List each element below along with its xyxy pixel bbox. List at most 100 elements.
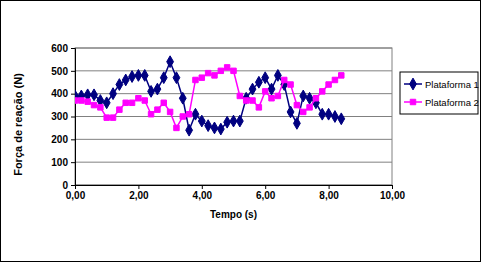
chart-border — [1, 1, 481, 262]
series-marker — [224, 65, 229, 70]
grid-line — [75, 162, 392, 163]
plot-frame — [75, 48, 392, 185]
series-marker — [110, 88, 117, 100]
x-tick-mark — [392, 185, 393, 189]
series-marker — [307, 105, 312, 110]
series-marker — [98, 105, 103, 110]
series-line — [75, 67, 341, 128]
series-marker — [243, 92, 250, 104]
series-marker — [212, 73, 217, 78]
series-marker — [117, 107, 122, 112]
series-marker — [332, 111, 339, 123]
series-marker — [129, 100, 134, 105]
series-marker — [294, 102, 299, 107]
series-marker — [338, 113, 345, 125]
series-marker — [274, 70, 281, 82]
series-marker — [243, 98, 248, 103]
series-marker — [306, 92, 313, 104]
y-tick: 200 — [51, 134, 75, 145]
series-marker — [198, 115, 205, 127]
y-tick-mark — [71, 185, 75, 186]
y-axis-title: Força de reação (N) — [12, 73, 24, 176]
y-tick-mark — [71, 71, 75, 72]
series-marker — [262, 72, 269, 84]
y-tick-label: 600 — [51, 43, 68, 54]
series-marker — [161, 100, 166, 105]
y-tick: 0 — [62, 180, 75, 191]
series-marker — [287, 106, 294, 118]
grid — [75, 48, 392, 185]
x-tick-mark — [265, 185, 266, 189]
series-marker — [193, 77, 198, 82]
series-marker — [326, 82, 331, 87]
series-marker — [205, 70, 210, 75]
x-tick: 10,00 — [380, 185, 405, 201]
series-marker — [167, 56, 174, 68]
series-marker — [141, 70, 148, 82]
x-axis-title: Tempo (s) — [210, 209, 257, 220]
series-marker — [199, 75, 204, 80]
series-marker — [231, 68, 236, 73]
y-axis: 0100200300400500600 — [51, 43, 75, 191]
series-marker — [91, 102, 96, 107]
plot-area — [75, 56, 345, 136]
y-tick-label: 200 — [51, 134, 68, 145]
grid-line — [75, 93, 392, 94]
chart: 0,002,004,006,008,0010,00010020030040050… — [0, 0, 481, 262]
series-marker — [301, 109, 306, 114]
series-marker — [275, 93, 280, 98]
series-marker — [237, 93, 242, 98]
series-marker — [192, 108, 199, 120]
x-axis: 0,002,004,006,008,0010,00 — [66, 185, 406, 201]
series-marker — [236, 115, 243, 127]
series-marker — [262, 89, 267, 94]
x-tick: 8,00 — [319, 185, 339, 201]
legend-marker — [410, 99, 415, 104]
y-tick-mark — [71, 162, 75, 163]
series-marker — [250, 98, 255, 103]
series-marker — [313, 95, 318, 100]
legend-label: Plataforma 2 — [425, 97, 479, 108]
series-marker — [160, 72, 167, 84]
series-marker — [85, 99, 90, 104]
x-tick-label: 10,00 — [380, 190, 405, 201]
grid-line — [75, 139, 392, 140]
series-marker — [255, 76, 262, 88]
series-marker — [332, 77, 337, 82]
x-tick-mark — [138, 185, 139, 189]
series-marker — [91, 89, 98, 101]
series-marker — [205, 120, 212, 132]
series-marker — [281, 77, 286, 82]
series-marker — [294, 117, 301, 129]
series-marker — [339, 73, 344, 78]
series-marker — [110, 115, 115, 120]
y-tick: 300 — [51, 111, 75, 122]
y-tick-mark — [71, 117, 75, 118]
y-tick-mark — [71, 94, 75, 95]
series-marker — [325, 108, 332, 120]
x-tick-label: 2,00 — [129, 190, 149, 201]
series-marker — [123, 100, 128, 105]
series-marker — [75, 98, 78, 103]
series-marker — [136, 95, 141, 100]
y-tick-label: 300 — [51, 111, 68, 122]
series-marker — [288, 82, 293, 87]
y-tick: 400 — [51, 88, 75, 99]
series-marker — [180, 114, 185, 119]
series-marker — [148, 85, 155, 97]
x-axis-line — [76, 186, 393, 190]
series-marker — [268, 83, 275, 95]
x-tick-label: 8,00 — [319, 190, 339, 201]
x-tick-label: 6,00 — [256, 190, 276, 201]
x-tick: 2,00 — [129, 185, 149, 201]
y-tick-label: 0 — [62, 180, 68, 191]
y-tick-label: 500 — [51, 66, 68, 77]
series-marker — [173, 72, 180, 84]
series-marker — [155, 107, 160, 112]
series-marker — [148, 111, 153, 116]
series-marker — [154, 83, 161, 95]
series-marker — [179, 92, 186, 104]
series-marker — [186, 111, 191, 116]
series-marker — [174, 125, 179, 130]
x-tick: 6,00 — [256, 185, 276, 201]
